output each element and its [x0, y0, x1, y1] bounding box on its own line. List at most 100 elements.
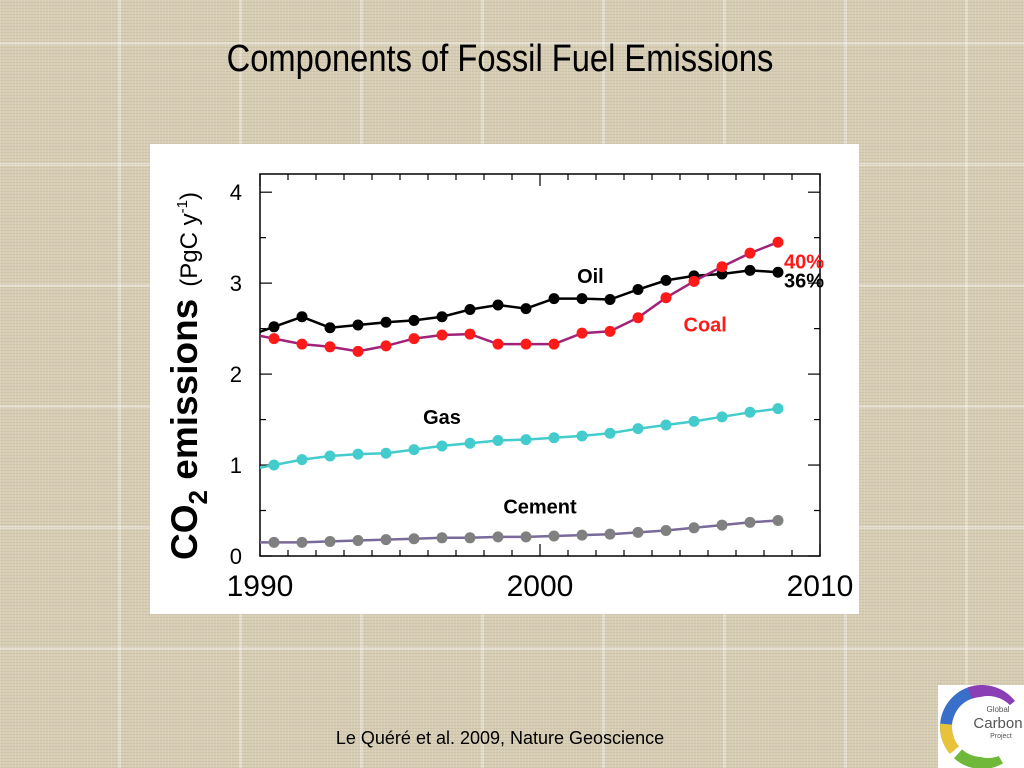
data-point [688, 275, 700, 287]
data-point [660, 419, 672, 431]
series-label-oil: Oil [577, 266, 604, 288]
x-tick-label: 2000 [507, 570, 574, 603]
logo-line2: Carbon [973, 715, 1022, 732]
data-point [632, 284, 644, 296]
data-point [548, 293, 560, 305]
data-point [716, 411, 728, 423]
logo-line3: Project [990, 733, 1012, 740]
data-point [436, 532, 448, 544]
data-point [464, 328, 476, 340]
series-line [260, 407, 779, 470]
data-point [548, 530, 560, 542]
data-point [268, 321, 280, 333]
data-point [380, 447, 392, 459]
y-axis-title-rest: emissions [164, 299, 205, 490]
y-tick-label: 0 [230, 544, 242, 569]
data-point [660, 274, 672, 286]
data-point [632, 526, 644, 538]
data-point [576, 293, 588, 305]
data-point [380, 316, 392, 328]
data-point [604, 427, 616, 439]
data-point [268, 536, 280, 548]
data-point [520, 338, 532, 350]
series-label-coal: Coal [684, 314, 727, 336]
data-point [324, 535, 336, 547]
data-point [408, 314, 420, 326]
data-point [492, 434, 504, 446]
series-label-gas: Gas [423, 407, 461, 429]
data-point [632, 423, 644, 435]
y-axis-title-subscript: 2 [183, 490, 213, 504]
data-point [380, 340, 392, 352]
chart-series [260, 236, 784, 548]
series-line [260, 519, 779, 544]
data-point [548, 338, 560, 350]
series-gas [260, 403, 784, 471]
data-point [352, 319, 364, 331]
y-axis-title: CO2 emissions (PgC y-1) [164, 192, 213, 560]
y-axis-units-superscript: -1 [174, 200, 191, 213]
data-point [520, 531, 532, 543]
data-point [604, 528, 616, 540]
data-point [744, 247, 756, 259]
data-point [296, 338, 308, 350]
global-carbon-project-logo: Global Carbon Project [938, 685, 1024, 768]
data-point [408, 444, 420, 456]
data-point [492, 299, 504, 311]
data-point [744, 516, 756, 528]
data-point [576, 430, 588, 442]
slide-title: Components of Fossil Fuel Emissions [226, 38, 774, 80]
data-point [296, 454, 308, 466]
y-tick-label: 2 [230, 362, 242, 387]
data-point [632, 312, 644, 324]
data-point [576, 327, 588, 339]
data-point [352, 345, 364, 357]
data-point [660, 525, 672, 537]
data-point [548, 432, 560, 444]
data-point [604, 294, 616, 306]
data-point [688, 415, 700, 427]
data-point [520, 303, 532, 315]
data-point [716, 261, 728, 273]
y-tick-label: 1 [230, 453, 242, 478]
data-point [352, 535, 364, 547]
chart-axes: 1990 2000 2010 0 1 2 3 4 [227, 173, 854, 603]
data-point [520, 434, 532, 446]
y-tick-label: 3 [230, 271, 242, 296]
data-point [408, 333, 420, 345]
data-point [772, 403, 784, 415]
x-tick-label: 2010 [787, 570, 854, 603]
data-point [464, 532, 476, 544]
y-axis-units: (PgC y [176, 213, 203, 286]
end-label-oil: 36% [784, 271, 824, 293]
data-point [380, 534, 392, 546]
data-point [604, 325, 616, 337]
logo-line1: Global [986, 705, 1009, 714]
data-point [324, 450, 336, 462]
data-point [324, 322, 336, 334]
data-point [268, 333, 280, 345]
data-point [772, 266, 784, 278]
emissions-line-chart: 1990 2000 2010 0 1 2 3 4 Oil 36% Coal 40% Gas Cement… [164, 173, 854, 603]
data-point [744, 264, 756, 276]
data-point [436, 311, 448, 323]
svg-text:CO2 emissions(PgC y-1): CO2 emissions (PgC y-1) [164, 192, 213, 560]
data-point [688, 522, 700, 534]
data-point [744, 406, 756, 418]
y-axis-units-close: ) [176, 192, 203, 200]
end-label-coal: 40% [784, 251, 824, 273]
data-point [324, 341, 336, 353]
data-point [436, 440, 448, 452]
citation: Le Quéré et al. 2009, Nature Geoscience [335, 728, 665, 748]
data-point [296, 311, 308, 323]
chart-panel: 1990 2000 2010 0 1 2 3 4 Oil 36% Coal 40% Gas Cement… [150, 144, 859, 614]
data-point [296, 536, 308, 548]
y-axis-title-main: CO [164, 504, 205, 560]
series-coal [260, 236, 784, 357]
data-point [436, 329, 448, 341]
data-point [492, 338, 504, 350]
data-point [660, 292, 672, 304]
data-point [268, 459, 280, 471]
data-point [772, 236, 784, 248]
data-point [464, 304, 476, 316]
